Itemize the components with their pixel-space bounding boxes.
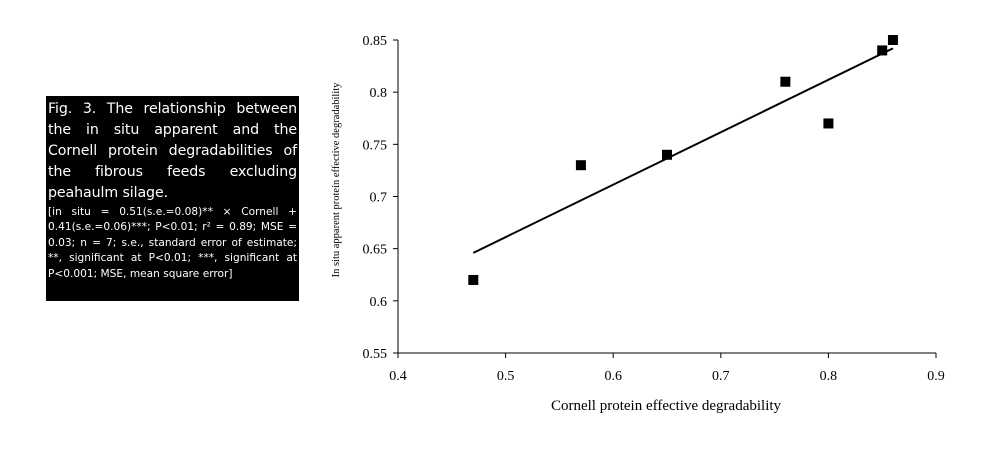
x-axis-title: Cornell protein effective degradability xyxy=(551,398,782,414)
data-point xyxy=(780,76,791,87)
x-tick-label: 0.7 xyxy=(712,369,730,384)
y-tick-label: 0.75 xyxy=(363,138,388,153)
y-tick-label: 0.7 xyxy=(370,191,388,206)
chart-trendline-group xyxy=(472,47,894,254)
caption-title: Fig. 3. The relationship between the in … xyxy=(48,101,297,201)
y-tick-label: 0.85 xyxy=(363,34,388,49)
data-point xyxy=(662,149,672,160)
data-point xyxy=(823,118,834,129)
data-point xyxy=(877,45,888,56)
x-tick-label: 0.8 xyxy=(820,369,838,384)
trendline xyxy=(472,47,894,254)
x-tick-label: 0.9 xyxy=(927,369,945,384)
chart-ticks: 0.55 0.6 0.65 0.7 0.75 0.8 0.85 0.4 0.5 0.6 0.7 0.8… xyxy=(363,34,945,384)
x-tick-label: 0.4 xyxy=(389,369,407,384)
y-tick-label: 0.55 xyxy=(363,347,388,362)
data-point xyxy=(887,35,898,45)
y-tick-label: 0.65 xyxy=(363,243,388,258)
data-point xyxy=(575,160,586,171)
chart-axes xyxy=(397,40,936,354)
x-tick-label: 0.6 xyxy=(604,369,622,384)
y-axis-title: In situ apparent protein effective degra… xyxy=(331,82,342,278)
figure-caption: Fig. 3. The relationship between the in … xyxy=(46,96,299,301)
caption-body: [in situ = 0.51(s.e.=0.08)** × Cornell +… xyxy=(48,206,297,280)
x-tick-label: 0.5 xyxy=(497,369,515,384)
data-point xyxy=(468,274,479,285)
y-tick-label: 0.8 xyxy=(370,86,388,101)
chart-points xyxy=(468,35,898,285)
y-tick-label: 0.6 xyxy=(370,295,388,310)
